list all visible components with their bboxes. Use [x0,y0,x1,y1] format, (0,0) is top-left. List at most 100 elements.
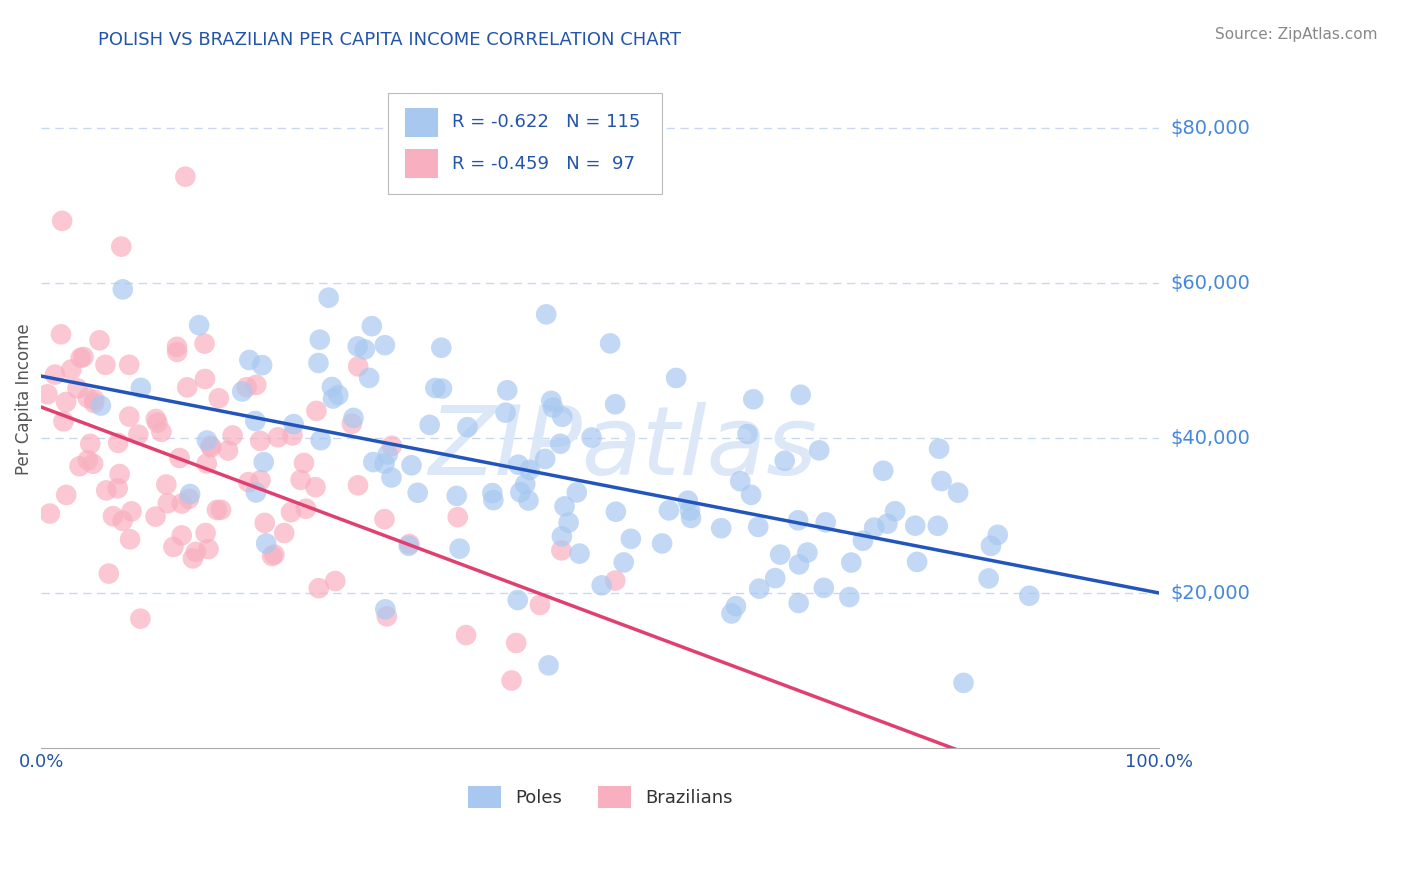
Point [221,428,243,442]
Point [952,676,974,690]
Point [591,578,613,592]
Point [193,336,215,351]
Point [69,351,91,365]
Point [353,343,375,357]
Point [769,548,792,562]
Point [529,598,551,612]
Point [281,428,304,442]
Point [430,382,453,396]
Point [747,520,769,534]
Point [550,543,572,558]
Point [742,392,765,407]
Point [406,485,429,500]
Point [740,488,762,502]
Point [129,612,152,626]
Point [557,516,579,530]
Point [253,516,276,530]
Point [359,371,381,385]
Point [430,341,453,355]
Point [787,558,810,572]
Point [184,545,207,559]
Text: POLISH VS BRAZILIAN PER CAPITA INCOME CORRELATION CHART: POLISH VS BRAZILIAN PER CAPITA INCOME CO… [98,31,682,49]
Point [197,542,219,557]
Point [838,590,860,604]
Point [496,384,519,398]
Point [166,340,188,354]
Point [375,609,398,624]
Point [534,452,557,467]
Point [763,571,786,585]
Point [55,395,77,409]
Point [796,545,818,559]
Point [238,353,260,368]
Point [342,411,364,425]
Point [863,521,886,535]
Point [79,437,101,451]
Point [519,463,541,477]
Point [170,496,193,510]
Point [787,596,810,610]
Point [129,381,152,395]
Point [537,658,560,673]
Point [380,470,402,484]
Point [208,392,231,406]
Point [267,430,290,444]
Point [121,504,143,518]
Point [568,547,591,561]
Point [876,516,898,531]
Point [323,574,346,588]
Point [305,404,328,418]
Point [188,318,211,333]
Point [505,636,527,650]
Point [347,359,370,374]
Point [927,518,949,533]
Point [1018,589,1040,603]
Point [509,485,531,500]
Point [179,487,201,501]
Point [581,431,603,445]
Point [83,396,105,410]
Point [554,500,576,514]
Point [118,358,141,372]
Point [200,439,222,453]
Point [987,528,1010,542]
Point [340,417,363,431]
Point [710,521,733,535]
Point [679,511,702,525]
Point [108,467,131,481]
Text: R = -0.622   N = 115: R = -0.622 N = 115 [451,113,640,131]
Point [292,456,315,470]
FancyBboxPatch shape [388,93,662,194]
Text: Source: ZipAtlas.com: Source: ZipAtlas.com [1215,27,1378,42]
Point [495,406,517,420]
Point [374,602,396,616]
Point [263,548,285,562]
Point [110,239,132,253]
Point [55,488,77,502]
Point [169,450,191,465]
Point [605,505,627,519]
Point [66,382,89,396]
Point [49,327,72,342]
Point [506,593,529,607]
Point [37,387,59,401]
Point [884,504,907,518]
Point [551,409,574,424]
Text: $20,000: $20,000 [1171,583,1250,603]
Point [245,485,267,500]
Point [454,628,477,642]
Point [194,526,217,541]
Point [111,514,134,528]
Point [787,513,810,527]
Point [534,307,557,321]
Point [177,491,200,506]
Point [748,582,770,596]
Point [194,372,217,386]
Point [155,477,177,491]
Point [97,566,120,581]
Point [309,433,332,447]
Point [90,399,112,413]
Point [120,533,142,547]
Text: $80,000: $80,000 [1171,119,1250,137]
Point [540,393,562,408]
